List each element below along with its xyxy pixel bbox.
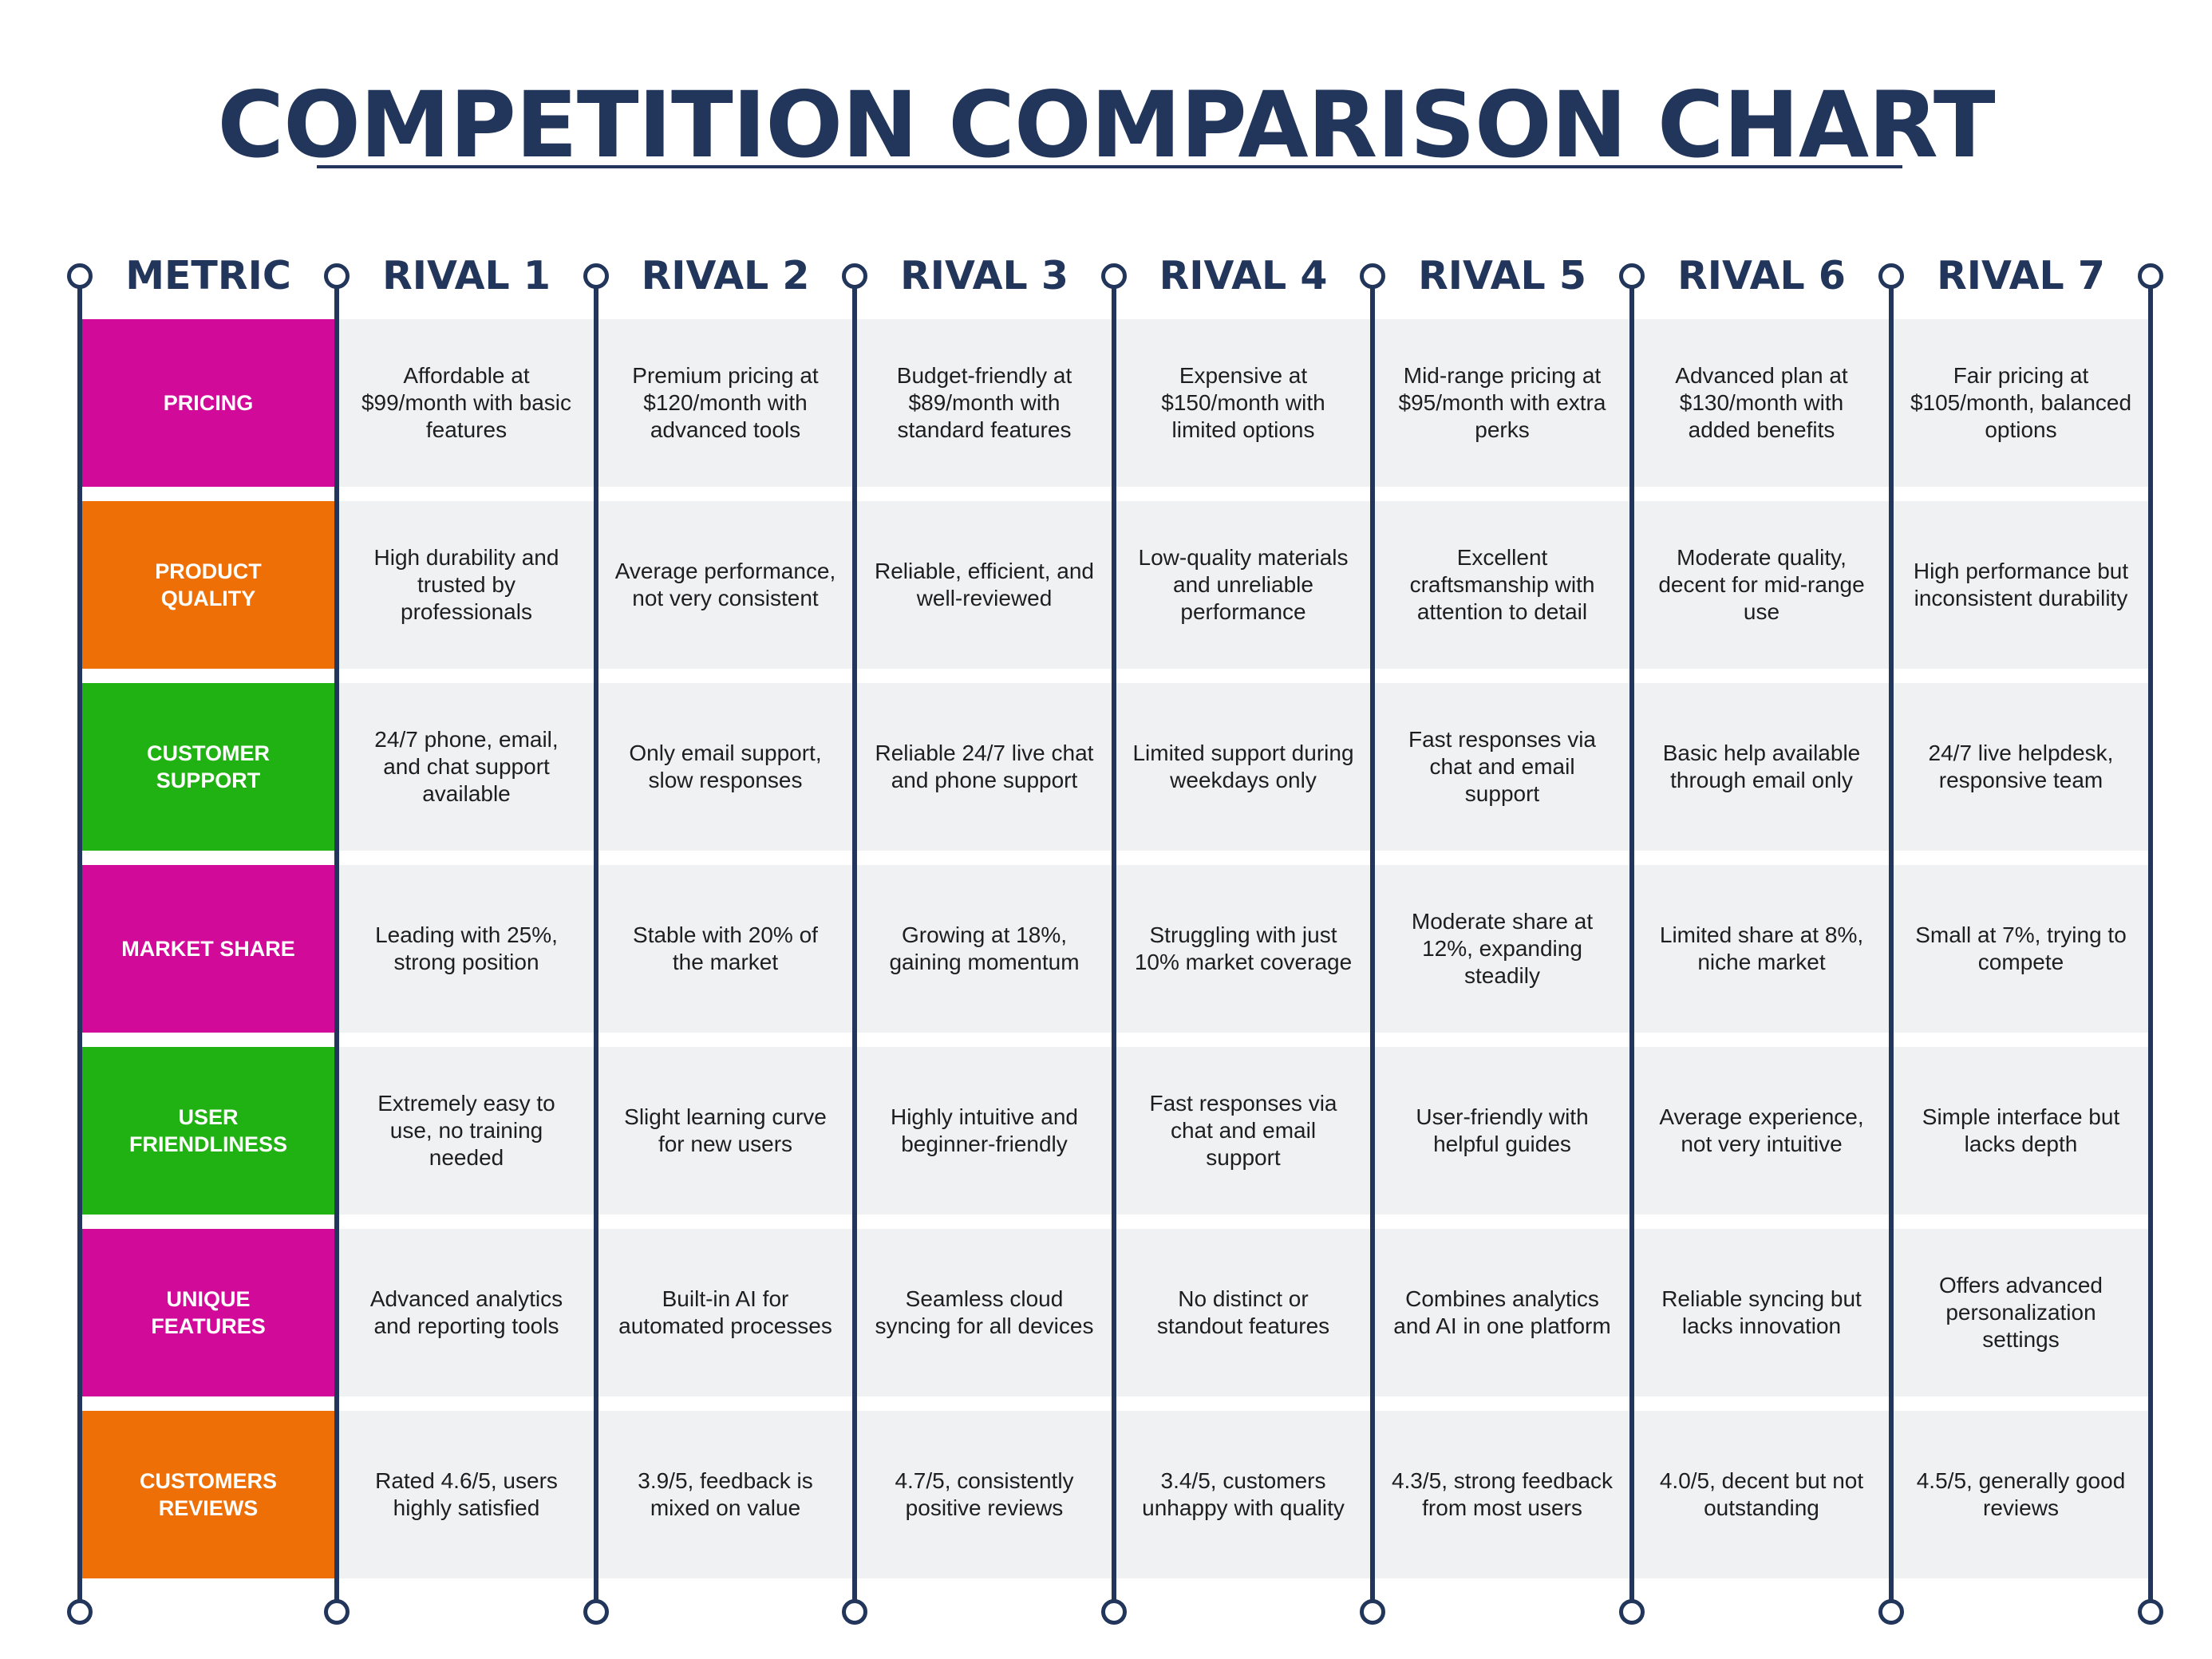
divider-top-circle <box>2138 263 2163 289</box>
divider-bottom-circle <box>1101 1599 1127 1625</box>
page-title: COMPETITION COMPARISON CHART <box>217 72 1995 178</box>
column-divider <box>334 287 339 1602</box>
table-cell: Expensive at $150/month with limited opt… <box>1161 363 1325 442</box>
divider-bottom-circle <box>842 1599 867 1625</box>
column-header-rival-6: RIVAL 6 <box>1677 253 1846 298</box>
table-cell: 4.7/5, consistently positive reviews <box>895 1468 1074 1520</box>
table-cell: Moderate share at 12%, expanding steadil… <box>1411 909 1594 988</box>
table-cell: 24/7 live helpdesk, responsive team <box>1928 741 2114 792</box>
table-cell: Built-in AI for automated processes <box>618 1286 832 1338</box>
metric-label: CUSTOMERS REVIEWS <box>80 1411 337 1578</box>
table-cell: Combines analytics and AI in one platfor… <box>1393 1286 1611 1338</box>
metric-label: PRICING <box>80 319 337 487</box>
table-cell: Simple interface but lacks depth <box>1922 1104 2120 1156</box>
table-cell: User-friendly with helpful guides <box>1416 1104 1589 1156</box>
table-cell: Slight learning curve for new users <box>624 1104 827 1156</box>
column-header-rival-5: RIVAL 5 <box>1418 253 1586 298</box>
divider-top-circle <box>1619 263 1645 289</box>
table-cell: Leading with 25%, strong position <box>375 922 558 974</box>
table-cell: 3.4/5, customers unhappy with quality <box>1142 1468 1345 1520</box>
table-cell: Fast responses via chat and email suppor… <box>1149 1091 1337 1170</box>
table-cell: Average experience, not very intuitive <box>1659 1104 1864 1156</box>
divider-top-circle <box>583 263 609 289</box>
divider-top-circle <box>1101 263 1127 289</box>
column-divider <box>2148 287 2153 1602</box>
divider-top-circle <box>324 263 350 289</box>
table-cell: Extremely easy to use, no training neede… <box>377 1091 555 1170</box>
table-cell: Premium pricing at $120/month with advan… <box>632 363 819 442</box>
column-divider <box>594 287 598 1602</box>
table-cell: Budget-friendly at $89/month with standa… <box>896 363 1072 442</box>
table-cell: Reliable, efficient, and well-reviewed <box>875 559 1094 610</box>
column-divider <box>1889 287 1894 1602</box>
divider-top-circle <box>1360 263 1385 289</box>
divider-bottom-circle <box>1619 1599 1645 1625</box>
table-cell: Stable with 20% of the market <box>633 922 818 974</box>
divider-bottom-circle <box>67 1599 93 1625</box>
divider-top-circle <box>67 263 93 289</box>
table-cell: 3.9/5, feedback is mixed on value <box>638 1468 813 1520</box>
table-cell: Basic help available through email only <box>1662 741 1861 792</box>
column-header-metric: METRIC <box>125 253 291 298</box>
metric-label: UNIQUE FEATURES <box>80 1229 337 1396</box>
table-cell: Struggling with just 10% market coverage <box>1134 922 1353 974</box>
table-cell: 4.5/5, generally good reviews <box>1916 1468 2126 1520</box>
table-cell: 4.3/5, strong feedback from most users <box>1391 1468 1614 1520</box>
divider-bottom-circle <box>1878 1599 1904 1625</box>
divider-top-circle <box>842 263 867 289</box>
divider-bottom-circle <box>583 1599 609 1625</box>
table-cell: Reliable 24/7 live chat and phone suppor… <box>875 741 1094 792</box>
table-cell: Moderate quality, decent for mid-range u… <box>1658 545 1865 624</box>
table-cell: Reliable syncing but lacks innovation <box>1661 1286 1862 1338</box>
table-cell: Limited share at 8%, niche market <box>1659 922 1864 974</box>
table-cell: 4.0/5, decent but not outstanding <box>1659 1468 1864 1520</box>
divider-bottom-circle <box>1360 1599 1385 1625</box>
table-cell: Limited support during weekdays only <box>1132 741 1354 792</box>
table-cell: Affordable at $99/month with basic featu… <box>361 363 572 442</box>
table-cell: Only email support, slow responses <box>629 741 822 792</box>
table-cell: Mid-range pricing at $95/month with extr… <box>1398 363 1606 442</box>
metric-label: CUSTOMER SUPPORT <box>80 683 337 851</box>
divider-top-circle <box>1878 263 1904 289</box>
column-header-rival-4: RIVAL 4 <box>1159 253 1328 298</box>
table-cell: High performance but inconsistent durabi… <box>1913 559 2129 610</box>
column-header-rival-2: RIVAL 2 <box>641 253 810 298</box>
table-cell: Advanced plan at $130/month with added b… <box>1675 363 1848 442</box>
table-cell: Small at 7%, trying to compete <box>1915 922 2127 974</box>
column-header-rival-3: RIVAL 3 <box>900 253 1068 298</box>
table-cell: Low-quality materials and unreliable per… <box>1138 545 1349 624</box>
table-cell: No distinct or standout features <box>1156 1286 1330 1338</box>
column-divider <box>1629 287 1634 1602</box>
metric-label: MARKET SHARE <box>80 865 337 1033</box>
column-divider <box>852 287 857 1602</box>
table-cell: Highly intuitive and beginner-friendly <box>890 1104 1079 1156</box>
table-cell: Seamless cloud syncing for all devices <box>875 1286 1094 1338</box>
column-divider <box>1112 287 1116 1602</box>
metric-label: PRODUCT QUALITY <box>80 501 337 669</box>
table-cell: Rated 4.6/5, users highly satisfied <box>375 1468 558 1520</box>
column-header-rival-1: RIVAL 1 <box>382 253 551 298</box>
column-divider <box>1370 287 1375 1602</box>
table-cell: Fast responses via chat and email suppor… <box>1408 727 1596 806</box>
table-cell: 24/7 phone, email, and chat support avai… <box>374 727 559 806</box>
divider-bottom-circle <box>324 1599 350 1625</box>
title-underline <box>317 165 1902 168</box>
divider-bottom-circle <box>2138 1599 2163 1625</box>
table-cell: Excellent craftsmanship with attention t… <box>1409 545 1595 624</box>
column-divider <box>77 287 82 1602</box>
metric-label: USER FRIENDLINESS <box>80 1047 337 1215</box>
table-cell: Average performance, not very consistent <box>614 559 836 610</box>
table-cell: Advanced analytics and reporting tools <box>369 1286 563 1338</box>
column-header-rival-7: RIVAL 7 <box>1937 253 2105 298</box>
table-cell: Offers advanced personalization settings <box>1939 1273 2103 1352</box>
table-cell: High durability and trusted by professio… <box>373 545 559 624</box>
table-cell: Fair pricing at $105/month, balanced opt… <box>1910 363 2132 442</box>
table-cell: Growing at 18%, gaining momentum <box>889 922 1080 974</box>
